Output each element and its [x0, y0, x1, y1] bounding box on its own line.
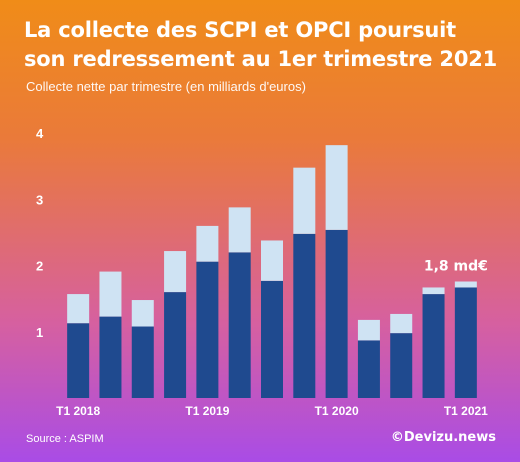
bar-segment-dark	[293, 233, 316, 398]
brand-credit: ©Devizu.news	[390, 430, 496, 445]
bar-segment-light	[131, 300, 154, 327]
bar-segment-dark	[357, 340, 380, 398]
y-tick-label: 1	[36, 325, 43, 340]
bar-segment-light	[99, 271, 122, 317]
bar-segment-light	[293, 167, 316, 234]
bar-annotation: 1,8 md€	[424, 259, 488, 275]
y-tick-label: 4	[36, 126, 44, 141]
chart-title: La collecte des SCPI et OPCI poursuit so…	[24, 18, 498, 71]
bar-segment-light	[390, 313, 413, 334]
bar-segment-light	[422, 287, 445, 295]
bar-segment-light	[67, 294, 90, 324]
source-note: Source : ASPIM	[26, 433, 104, 445]
bar-segment-light	[454, 281, 477, 288]
bar-segment-light	[261, 240, 283, 281]
bar-segment-dark	[67, 323, 90, 398]
x-tick-label: T1 2021	[444, 404, 488, 418]
bar-segment-dark	[99, 316, 122, 398]
x-tick-label: T1 2020	[315, 404, 359, 418]
bar-segment-dark	[131, 326, 154, 398]
bar-segment-light	[196, 225, 219, 262]
bar-segment-dark	[454, 287, 477, 398]
bar-segment-dark	[422, 294, 445, 398]
bar-segment-light	[164, 251, 187, 293]
bar-segment-dark	[164, 292, 187, 398]
bar-segment-light	[228, 207, 251, 253]
bar-segment-light	[357, 319, 380, 341]
bar-segment-dark	[261, 280, 283, 398]
chart-subtitle: Collecte nette par trimestre (en milliar…	[26, 79, 306, 94]
bar-segment-dark	[196, 261, 219, 398]
x-tick-label: T1 2019	[185, 404, 229, 418]
bar-segment-light	[325, 145, 348, 230]
bar-segment-dark	[325, 229, 348, 398]
x-tick-label: T1 2018	[56, 404, 100, 418]
bar-segment-dark	[228, 252, 251, 398]
bar-segment-dark	[390, 333, 413, 398]
y-tick-label: 2	[36, 259, 43, 274]
y-tick-label: 3	[36, 192, 43, 207]
